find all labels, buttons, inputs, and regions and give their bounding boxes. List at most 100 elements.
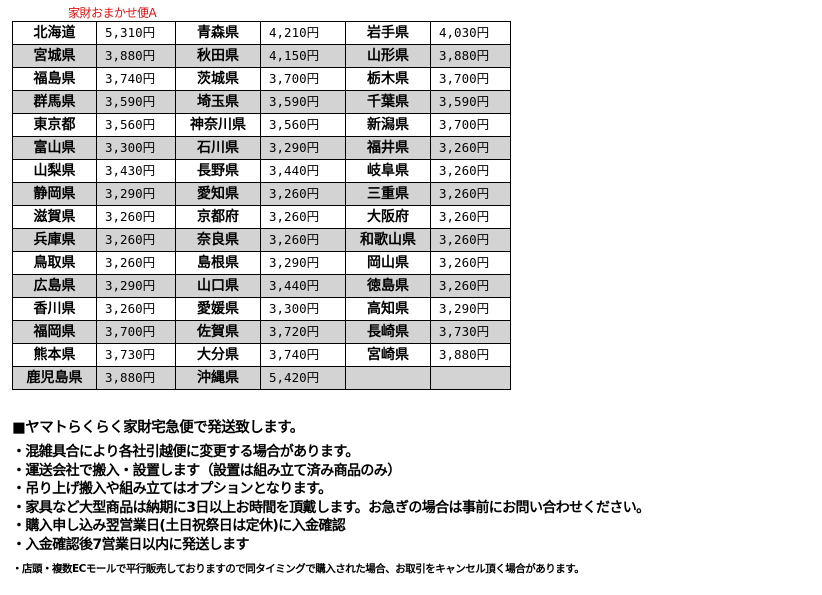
table-row: 東京都 3,560円 神奈川県 3,560円 新潟県 3,700円 — [12, 113, 511, 137]
price-cell: 4,150円 — [260, 44, 346, 68]
price-cell: 3,260円 — [430, 159, 511, 183]
price-cell: 3,260円 — [260, 228, 346, 252]
table-row: 福岡県 3,700円 佐賀県 3,720円 長崎県 3,730円 — [12, 320, 511, 344]
price-cell: 3,290円 — [260, 251, 346, 275]
table-row: 宮城県 3,880円 秋田県 4,150円 山形県 3,880円 — [12, 44, 511, 68]
price-cell: 3,290円 — [96, 182, 176, 206]
prefecture-cell: 奈良県 — [175, 228, 261, 252]
prefecture-cell: 秋田県 — [175, 44, 261, 68]
price-cell: 3,590円 — [96, 90, 176, 114]
price-cell: 3,260円 — [430, 274, 511, 298]
price-cell: 3,560円 — [260, 113, 346, 137]
prefecture-cell: 栃木県 — [345, 67, 431, 91]
prefecture-cell: 福島県 — [12, 67, 97, 91]
prefecture-cell: 茨城県 — [175, 67, 261, 91]
prefecture-cell: 三重県 — [345, 182, 431, 206]
notes-heading: ■ヤマトらくらく家財宅急便で発送致します。 — [12, 420, 304, 436]
price-cell: 3,260円 — [430, 228, 511, 252]
table-row: 静岡県 3,290円 愛知県 3,260円 三重県 3,260円 — [12, 182, 511, 206]
price-cell: 3,880円 — [430, 44, 511, 68]
prefecture-cell: 愛媛県 — [175, 297, 261, 321]
table-row: 群馬県 3,590円 埼玉県 3,590円 千葉県 3,590円 — [12, 90, 511, 114]
table-row: 兵庫県 3,260円 奈良県 3,260円 和歌山県 3,260円 — [12, 228, 511, 252]
price-cell: 3,740円 — [260, 343, 346, 367]
price-cell: 3,260円 — [430, 182, 511, 206]
price-cell: 3,440円 — [260, 159, 346, 183]
table-row: 滋賀県 3,260円 京都府 3,260円 大阪府 3,260円 — [12, 205, 511, 229]
prefecture-cell: 広島県 — [12, 274, 97, 298]
price-cell: 3,300円 — [96, 136, 176, 160]
prefecture-cell: 山形県 — [345, 44, 431, 68]
price-cell: 3,260円 — [96, 228, 176, 252]
prefecture-cell: 岩手県 — [345, 21, 431, 45]
prefecture-cell: 高知県 — [345, 297, 431, 321]
note-item: ・混雑具合により各社引越便に変更する場合があります。 — [12, 444, 359, 460]
prefecture-cell: 静岡県 — [12, 182, 97, 206]
prefecture-cell: 長野県 — [175, 159, 261, 183]
price-cell: 3,720円 — [260, 320, 346, 344]
price-cell: 4,210円 — [260, 21, 346, 45]
price-cell: 3,260円 — [260, 205, 346, 229]
price-cell: 3,260円 — [96, 251, 176, 275]
price-cell: 3,730円 — [430, 320, 511, 344]
note-item: ・吊り上げ搬入や組み立てはオプションとなります。 — [12, 481, 332, 497]
prefecture-cell: 宮崎県 — [345, 343, 431, 367]
prefecture-cell: 長崎県 — [345, 320, 431, 344]
prefecture-cell: 山梨県 — [12, 159, 97, 183]
prefecture-cell: 宮城県 — [12, 44, 97, 68]
price-cell: 3,740円 — [96, 67, 176, 91]
price-cell: 3,290円 — [260, 136, 346, 160]
price-cell — [430, 366, 511, 390]
price-cell: 3,700円 — [96, 320, 176, 344]
prefecture-cell: 愛知県 — [175, 182, 261, 206]
note-item: ・入金確認後7営業日以内に発送します — [12, 536, 250, 553]
table-row: 熊本県 3,730円 大分県 3,740円 宮崎県 3,880円 — [12, 343, 511, 367]
price-cell: 3,290円 — [96, 274, 176, 298]
prefecture-cell: 岡山県 — [345, 251, 431, 275]
table-row: 福島県 3,740円 茨城県 3,700円 栃木県 3,700円 — [12, 67, 511, 91]
price-cell: 3,700円 — [430, 67, 511, 91]
prefecture-cell: 大分県 — [175, 343, 261, 367]
prefecture-cell — [345, 366, 431, 390]
price-cell: 3,260円 — [430, 205, 511, 229]
prefecture-cell: 和歌山県 — [345, 228, 431, 252]
table-row: 富山県 3,300円 石川県 3,290円 福井県 3,260円 — [12, 136, 511, 160]
prefecture-cell: 兵庫県 — [12, 228, 97, 252]
prefecture-cell: 佐賀県 — [175, 320, 261, 344]
price-cell: 3,260円 — [96, 205, 176, 229]
shipping-notes: ■ヤマトらくらく家財宅急便で発送致します。 ・混雑具合により各社引越便に変更する… — [12, 416, 650, 576]
prefecture-cell: 徳島県 — [345, 274, 431, 298]
price-cell: 3,430円 — [96, 159, 176, 183]
prefecture-cell: 千葉県 — [345, 90, 431, 114]
prefecture-cell: 鹿児島県 — [12, 366, 97, 390]
table-row: 北海道 5,310円 青森県 4,210円 岩手県 4,030円 — [12, 21, 511, 45]
price-cell: 3,260円 — [430, 136, 511, 160]
prefecture-cell: 鳥取県 — [12, 251, 97, 275]
prefecture-cell: 東京都 — [12, 113, 97, 137]
prefecture-cell: 岐阜県 — [345, 159, 431, 183]
price-cell: 3,700円 — [430, 113, 511, 137]
price-cell: 3,290円 — [430, 297, 511, 321]
table-title: 家財おまかせ便A — [68, 6, 157, 20]
price-cell: 4,030円 — [430, 21, 511, 45]
prefecture-cell: 青森県 — [175, 21, 261, 45]
table-row: 山梨県 3,430円 長野県 3,440円 岐阜県 3,260円 — [12, 159, 511, 183]
price-cell: 3,590円 — [430, 90, 511, 114]
price-cell: 5,420円 — [260, 366, 346, 390]
price-cell: 3,730円 — [96, 343, 176, 367]
notes-footnote: ・店頭・複数ECモールで平行販売しておりますので同タイミングで購入された場合、お… — [12, 563, 585, 575]
prefecture-cell: 大阪府 — [345, 205, 431, 229]
prefecture-cell: 福井県 — [345, 136, 431, 160]
note-item: ・購入申し込み翌営業日(土日祝祭日は定休)に入金確認 — [12, 518, 346, 534]
prefecture-cell: 山口県 — [175, 274, 261, 298]
prefecture-cell: 香川県 — [12, 297, 97, 321]
price-cell: 3,700円 — [260, 67, 346, 91]
note-item: ・運送会社で搬入・設置します（設置は組み立て済み商品のみ） — [12, 462, 401, 479]
prefecture-cell: 熊本県 — [12, 343, 97, 367]
price-cell: 3,560円 — [96, 113, 176, 137]
price-cell: 5,310円 — [96, 21, 176, 45]
prefecture-cell: 神奈川県 — [175, 113, 261, 137]
table-row: 鹿児島県 3,880円 沖縄県 5,420円 — [12, 366, 511, 390]
prefecture-cell: 富山県 — [12, 136, 97, 160]
prefecture-cell: 福岡県 — [12, 320, 97, 344]
